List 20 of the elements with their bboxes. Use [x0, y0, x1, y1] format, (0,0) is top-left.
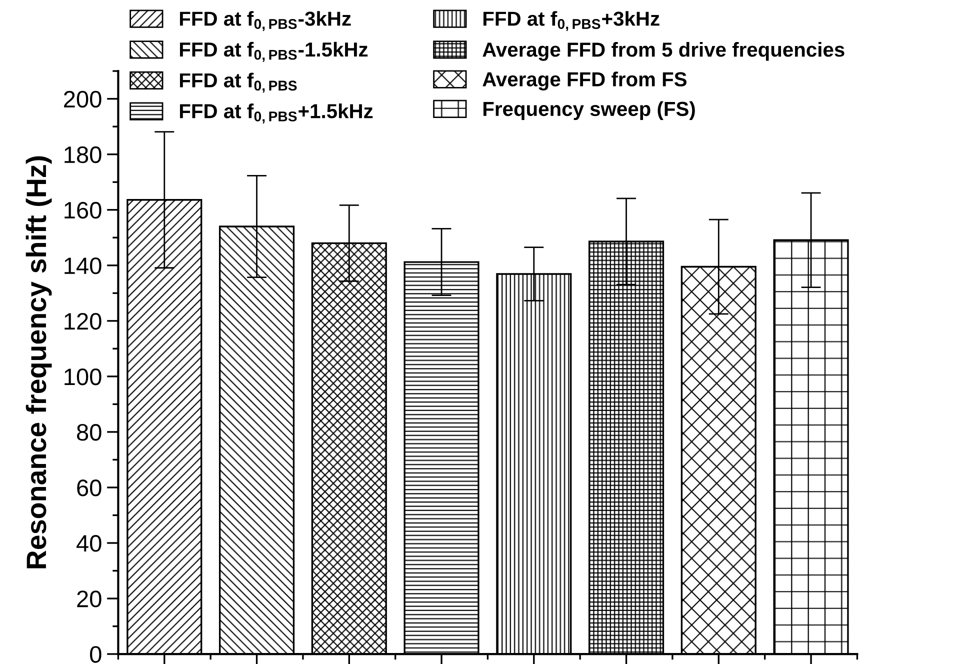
legend-label: Frequency sweep (FS) [483, 101, 695, 120]
y-tick-label: 200 [64, 90, 102, 108]
y-tick-label: 60 [77, 480, 102, 496]
legend-label: FFD at f$_{0,PBS}$ [180, 72, 297, 93]
legend-label: Average FFD from FS [482, 72, 686, 90]
legend-label: FFD at f$_{0,PBS}$+3kHz [483, 11, 660, 32]
legend-label: Average FFD from 5 drive frequencies [482, 42, 844, 61]
y-tick-label: 100 [64, 368, 102, 386]
y-tick-label: 80 [76, 424, 102, 441]
legend-label: FFD at f$_{0,PBS}$-1.5kHz [180, 42, 368, 62]
y-tick-label: 160 [64, 202, 102, 219]
legend-label: FFD at f$_{0,PBS}$+1.5kHz [180, 104, 373, 124]
y-tick-label: 20 [77, 590, 102, 608]
y-tick-label: 0 [90, 646, 102, 663]
y-axis-title: Resonance frequency shift (Hz) [26, 156, 52, 568]
y-tick-label: 180 [64, 146, 102, 164]
y-tick-label: 40 [76, 535, 102, 552]
y-tick-label: 120 [64, 312, 102, 330]
legend-label: FFD at f$_{0,PBS}$-3kHz [180, 11, 351, 32]
y-tick-label: 140 [64, 257, 102, 274]
